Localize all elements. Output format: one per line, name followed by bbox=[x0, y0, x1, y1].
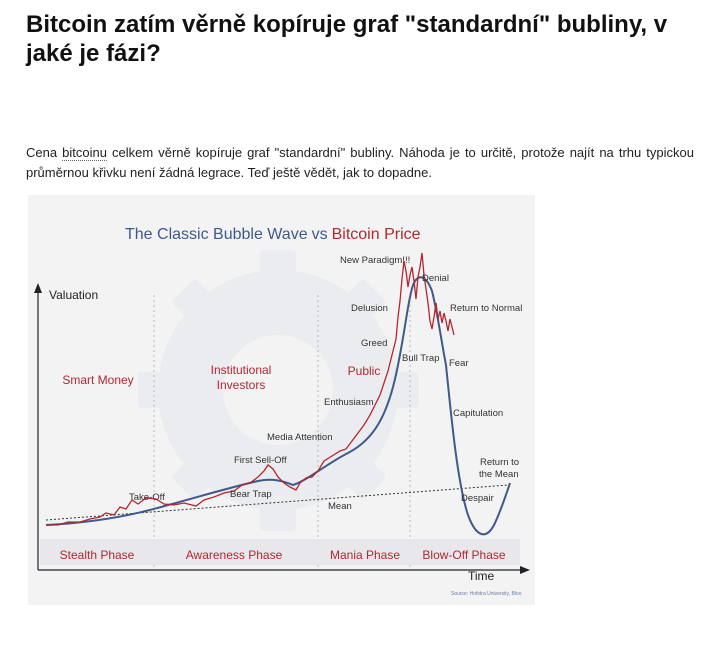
x-axis-label: Time bbox=[468, 569, 495, 583]
para-rest: celkem věrně kopíruje graf "standardní" … bbox=[26, 145, 694, 180]
classic-wave-line bbox=[45, 276, 511, 536]
label-institutional-1: Institutional bbox=[211, 363, 272, 377]
chart-title: The Classic Bubble Wave vs Bitcoin Price bbox=[125, 226, 421, 243]
phase-mania: Mania Phase bbox=[330, 548, 400, 562]
phase-blowoff: Blow-Off Phase bbox=[422, 548, 505, 562]
para-prefix: Cena bbox=[26, 145, 63, 160]
annot-denial: Denial bbox=[422, 273, 449, 284]
phase-stealth: Stealth Phase bbox=[60, 548, 135, 562]
x-axis-arrow-icon bbox=[520, 566, 530, 574]
chart-source: Source: Hofstra University, Bloo bbox=[451, 591, 522, 597]
y-axis-arrow-icon bbox=[34, 283, 42, 293]
annot-new-paradigm: New Paradigm!!! bbox=[340, 255, 410, 266]
y-axis-label: Valuation bbox=[49, 288, 98, 302]
title-part1: The Classic Bubble Wave bbox=[125, 226, 308, 243]
annot-return-to-normal: Return to Normal bbox=[450, 303, 522, 314]
annot-return-to-mean-1: Return to bbox=[480, 457, 519, 468]
annot-bull-trap: Bull Trap bbox=[402, 353, 440, 364]
label-smart-money: Smart Money bbox=[62, 373, 133, 387]
annot-capitulation: Capitulation bbox=[453, 408, 503, 419]
phase-band bbox=[40, 539, 520, 565]
annot-take-off: Take-Off bbox=[129, 492, 165, 503]
annot-return-to-mean-2: the Mean bbox=[479, 469, 519, 480]
annot-greed: Greed bbox=[361, 338, 387, 349]
annot-media-attention: Media Attention bbox=[267, 432, 333, 443]
annot-bear-trap: Bear Trap bbox=[230, 489, 272, 500]
article-paragraph: Cena bitcoinu celkem věrně kopíruje graf… bbox=[26, 143, 694, 183]
mean-line bbox=[45, 484, 509, 521]
annot-mean: Mean bbox=[328, 501, 352, 512]
article-headline: Bitcoin zatím věrně kopíruje graf "stand… bbox=[26, 11, 668, 67]
annot-first-sell-off: First Sell-Off bbox=[234, 455, 287, 466]
title-part2: Bitcoin Price bbox=[332, 226, 421, 243]
label-public: Public bbox=[348, 364, 381, 378]
bubble-chart-svg: The Classic Bubble Wave vs Bitcoin Price V… bbox=[34, 226, 530, 597]
annot-delusion: Delusion bbox=[351, 303, 388, 314]
phase-awareness: Awareness Phase bbox=[186, 548, 283, 562]
annot-despair: Despair bbox=[461, 493, 494, 504]
annot-fear: Fear bbox=[449, 358, 469, 369]
bitcoin-link[interactable]: bitcoinu bbox=[62, 145, 107, 161]
gear-watermark-icon bbox=[138, 250, 419, 531]
bitcoin-price-line bbox=[46, 252, 455, 526]
phase-dividers bbox=[153, 295, 411, 567]
title-vs: vs bbox=[312, 226, 328, 243]
annot-enthusiasm: Enthusiasm bbox=[324, 397, 374, 408]
bubble-chart-figure: The Classic Bubble Wave vs Bitcoin Price V… bbox=[28, 195, 535, 605]
label-institutional-2: Investors bbox=[217, 378, 266, 392]
